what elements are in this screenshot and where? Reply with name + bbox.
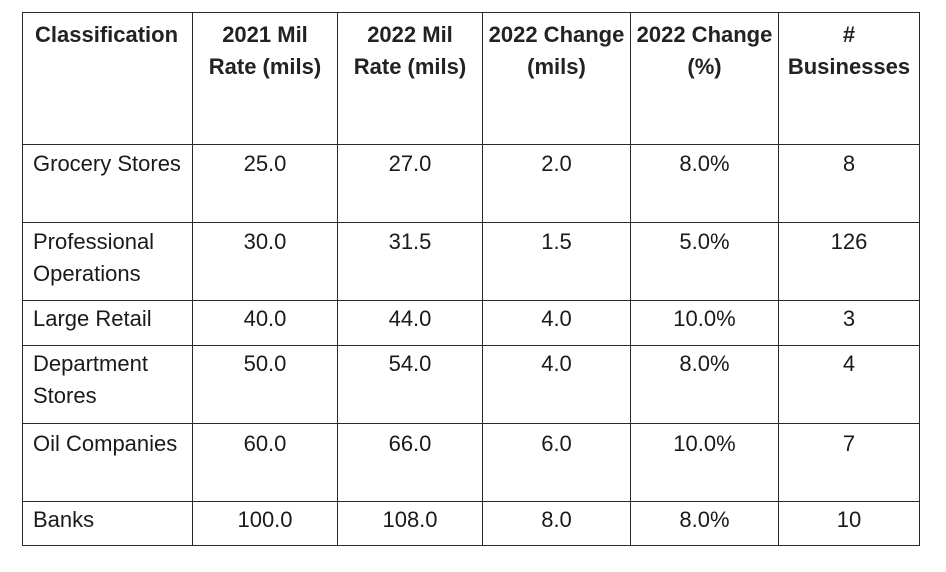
mil-rate-table-container: Classification 2021 Mil Rate (mils) 2022… [22, 12, 920, 546]
cell-2022-mil-rate: 66.0 [337, 423, 483, 502]
cell-2022-mil-rate: 54.0 [337, 345, 483, 424]
cell-2022-mil-rate: 44.0 [337, 300, 483, 346]
cell-2021-mil-rate: 100.0 [192, 501, 338, 546]
header-2022-change-mils: 2022 Change (mils) [482, 12, 631, 145]
cell-2022-mil-rate: 27.0 [337, 144, 483, 223]
cell-2021-mil-rate: 30.0 [192, 222, 338, 301]
cell-2022-change-percent: 8.0% [630, 345, 779, 424]
cell-classification: Grocery Stores [22, 144, 193, 223]
cell-businesses: 126 [778, 222, 920, 301]
cell-2022-mil-rate: 108.0 [337, 501, 483, 546]
header-2021-mil-rate: 2021 Mil Rate (mils) [192, 12, 338, 145]
cell-classification: Large Retail [22, 300, 193, 346]
cell-2021-mil-rate: 60.0 [192, 423, 338, 502]
cell-classification: Oil Companies [22, 423, 193, 502]
cell-2022-change-percent: 10.0% [630, 423, 779, 502]
header-businesses: # Businesses [778, 12, 920, 145]
cell-2022-change-percent: 5.0% [630, 222, 779, 301]
cell-2022-change-mils: 6.0 [482, 423, 631, 502]
table-row: Banks 100.0 108.0 8.0 8.0% 10 [22, 501, 920, 546]
table-row: Large Retail 40.0 44.0 4.0 10.0% 3 [22, 300, 920, 346]
mil-rate-table: Classification 2021 Mil Rate (mils) 2022… [22, 12, 920, 546]
header-2022-change-percent: 2022 Change (%) [630, 12, 779, 145]
cell-classification: Professional Operations [22, 222, 193, 301]
table-row: Department Stores 50.0 54.0 4.0 8.0% 4 [22, 345, 920, 424]
cell-businesses: 7 [778, 423, 920, 502]
cell-2022-change-percent: 10.0% [630, 300, 779, 346]
cell-2022-change-percent: 8.0% [630, 144, 779, 223]
table-row: Grocery Stores 25.0 27.0 2.0 8.0% 8 [22, 144, 920, 223]
cell-2022-change-mils: 2.0 [482, 144, 631, 223]
cell-2022-mil-rate: 31.5 [337, 222, 483, 301]
cell-2022-change-percent: 8.0% [630, 501, 779, 546]
header-2022-mil-rate: 2022 Mil Rate (mils) [337, 12, 483, 145]
cell-2022-change-mils: 4.0 [482, 300, 631, 346]
cell-2021-mil-rate: 25.0 [192, 144, 338, 223]
table-row: Professional Operations 30.0 31.5 1.5 5.… [22, 222, 920, 301]
cell-2021-mil-rate: 50.0 [192, 345, 338, 424]
cell-businesses: 4 [778, 345, 920, 424]
cell-businesses: 8 [778, 144, 920, 223]
cell-businesses: 10 [778, 501, 920, 546]
cell-2022-change-mils: 1.5 [482, 222, 631, 301]
cell-classification: Banks [22, 501, 193, 546]
cell-2021-mil-rate: 40.0 [192, 300, 338, 346]
table-row: Oil Companies 60.0 66.0 6.0 10.0% 7 [22, 423, 920, 502]
header-row: Classification 2021 Mil Rate (mils) 2022… [22, 12, 920, 145]
cell-classification: Department Stores [22, 345, 193, 424]
cell-2022-change-mils: 4.0 [482, 345, 631, 424]
cell-2022-change-mils: 8.0 [482, 501, 631, 546]
cell-businesses: 3 [778, 300, 920, 346]
header-classification: Classification [22, 12, 193, 145]
